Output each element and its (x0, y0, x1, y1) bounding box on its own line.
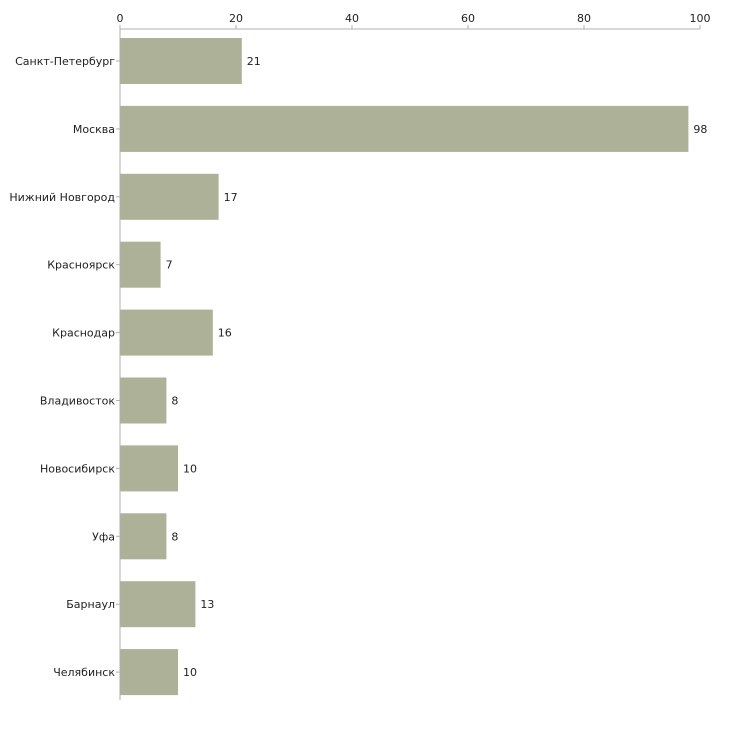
category-label: Красноярск (47, 259, 115, 272)
data-label: 21 (247, 55, 261, 68)
x-tick-label: 40 (345, 12, 359, 25)
x-tick-label: 100 (690, 12, 711, 25)
x-tick-label: 80 (577, 12, 591, 25)
category-labels: Санкт-Петербург Москва Нижний Новгород Крас… (9, 55, 115, 679)
bar (120, 513, 167, 560)
data-label: 17 (224, 191, 238, 204)
x-axis: 0 20 40 60 80 100 (116, 12, 711, 700)
bar (120, 377, 167, 424)
data-label: 10 (183, 666, 197, 679)
bar (120, 38, 242, 84)
bar (120, 173, 219, 220)
data-label: 98 (693, 123, 707, 136)
data-label: 8 (171, 395, 178, 408)
data-label: 8 (171, 530, 178, 543)
category-label: Нижний Новгород (9, 191, 115, 204)
category-label: Санкт-Петербург (15, 55, 115, 68)
category-label: Владивосток (40, 395, 115, 408)
data-label: 7 (166, 259, 173, 272)
bars: 21 98 17 7 16 8 10 8 13 10 (120, 38, 707, 696)
category-label: Краснодар (52, 327, 115, 340)
bar (120, 105, 689, 152)
category-label: Новосибирск (40, 462, 115, 475)
category-label: Челябинск (53, 666, 115, 679)
category-label: Уфа (92, 530, 115, 543)
bar (120, 241, 161, 288)
data-label: 10 (183, 462, 197, 475)
bar (120, 445, 178, 492)
category-label: Москва (73, 123, 115, 136)
bar (120, 309, 213, 356)
bar (120, 581, 196, 628)
bar (120, 649, 178, 696)
x-tick-label: 0 (117, 12, 124, 25)
x-tick-label: 20 (229, 12, 243, 25)
data-label: 13 (200, 598, 214, 611)
x-tick-label: 60 (461, 12, 475, 25)
category-label: Барнаул (66, 598, 115, 611)
data-label: 16 (218, 327, 232, 340)
